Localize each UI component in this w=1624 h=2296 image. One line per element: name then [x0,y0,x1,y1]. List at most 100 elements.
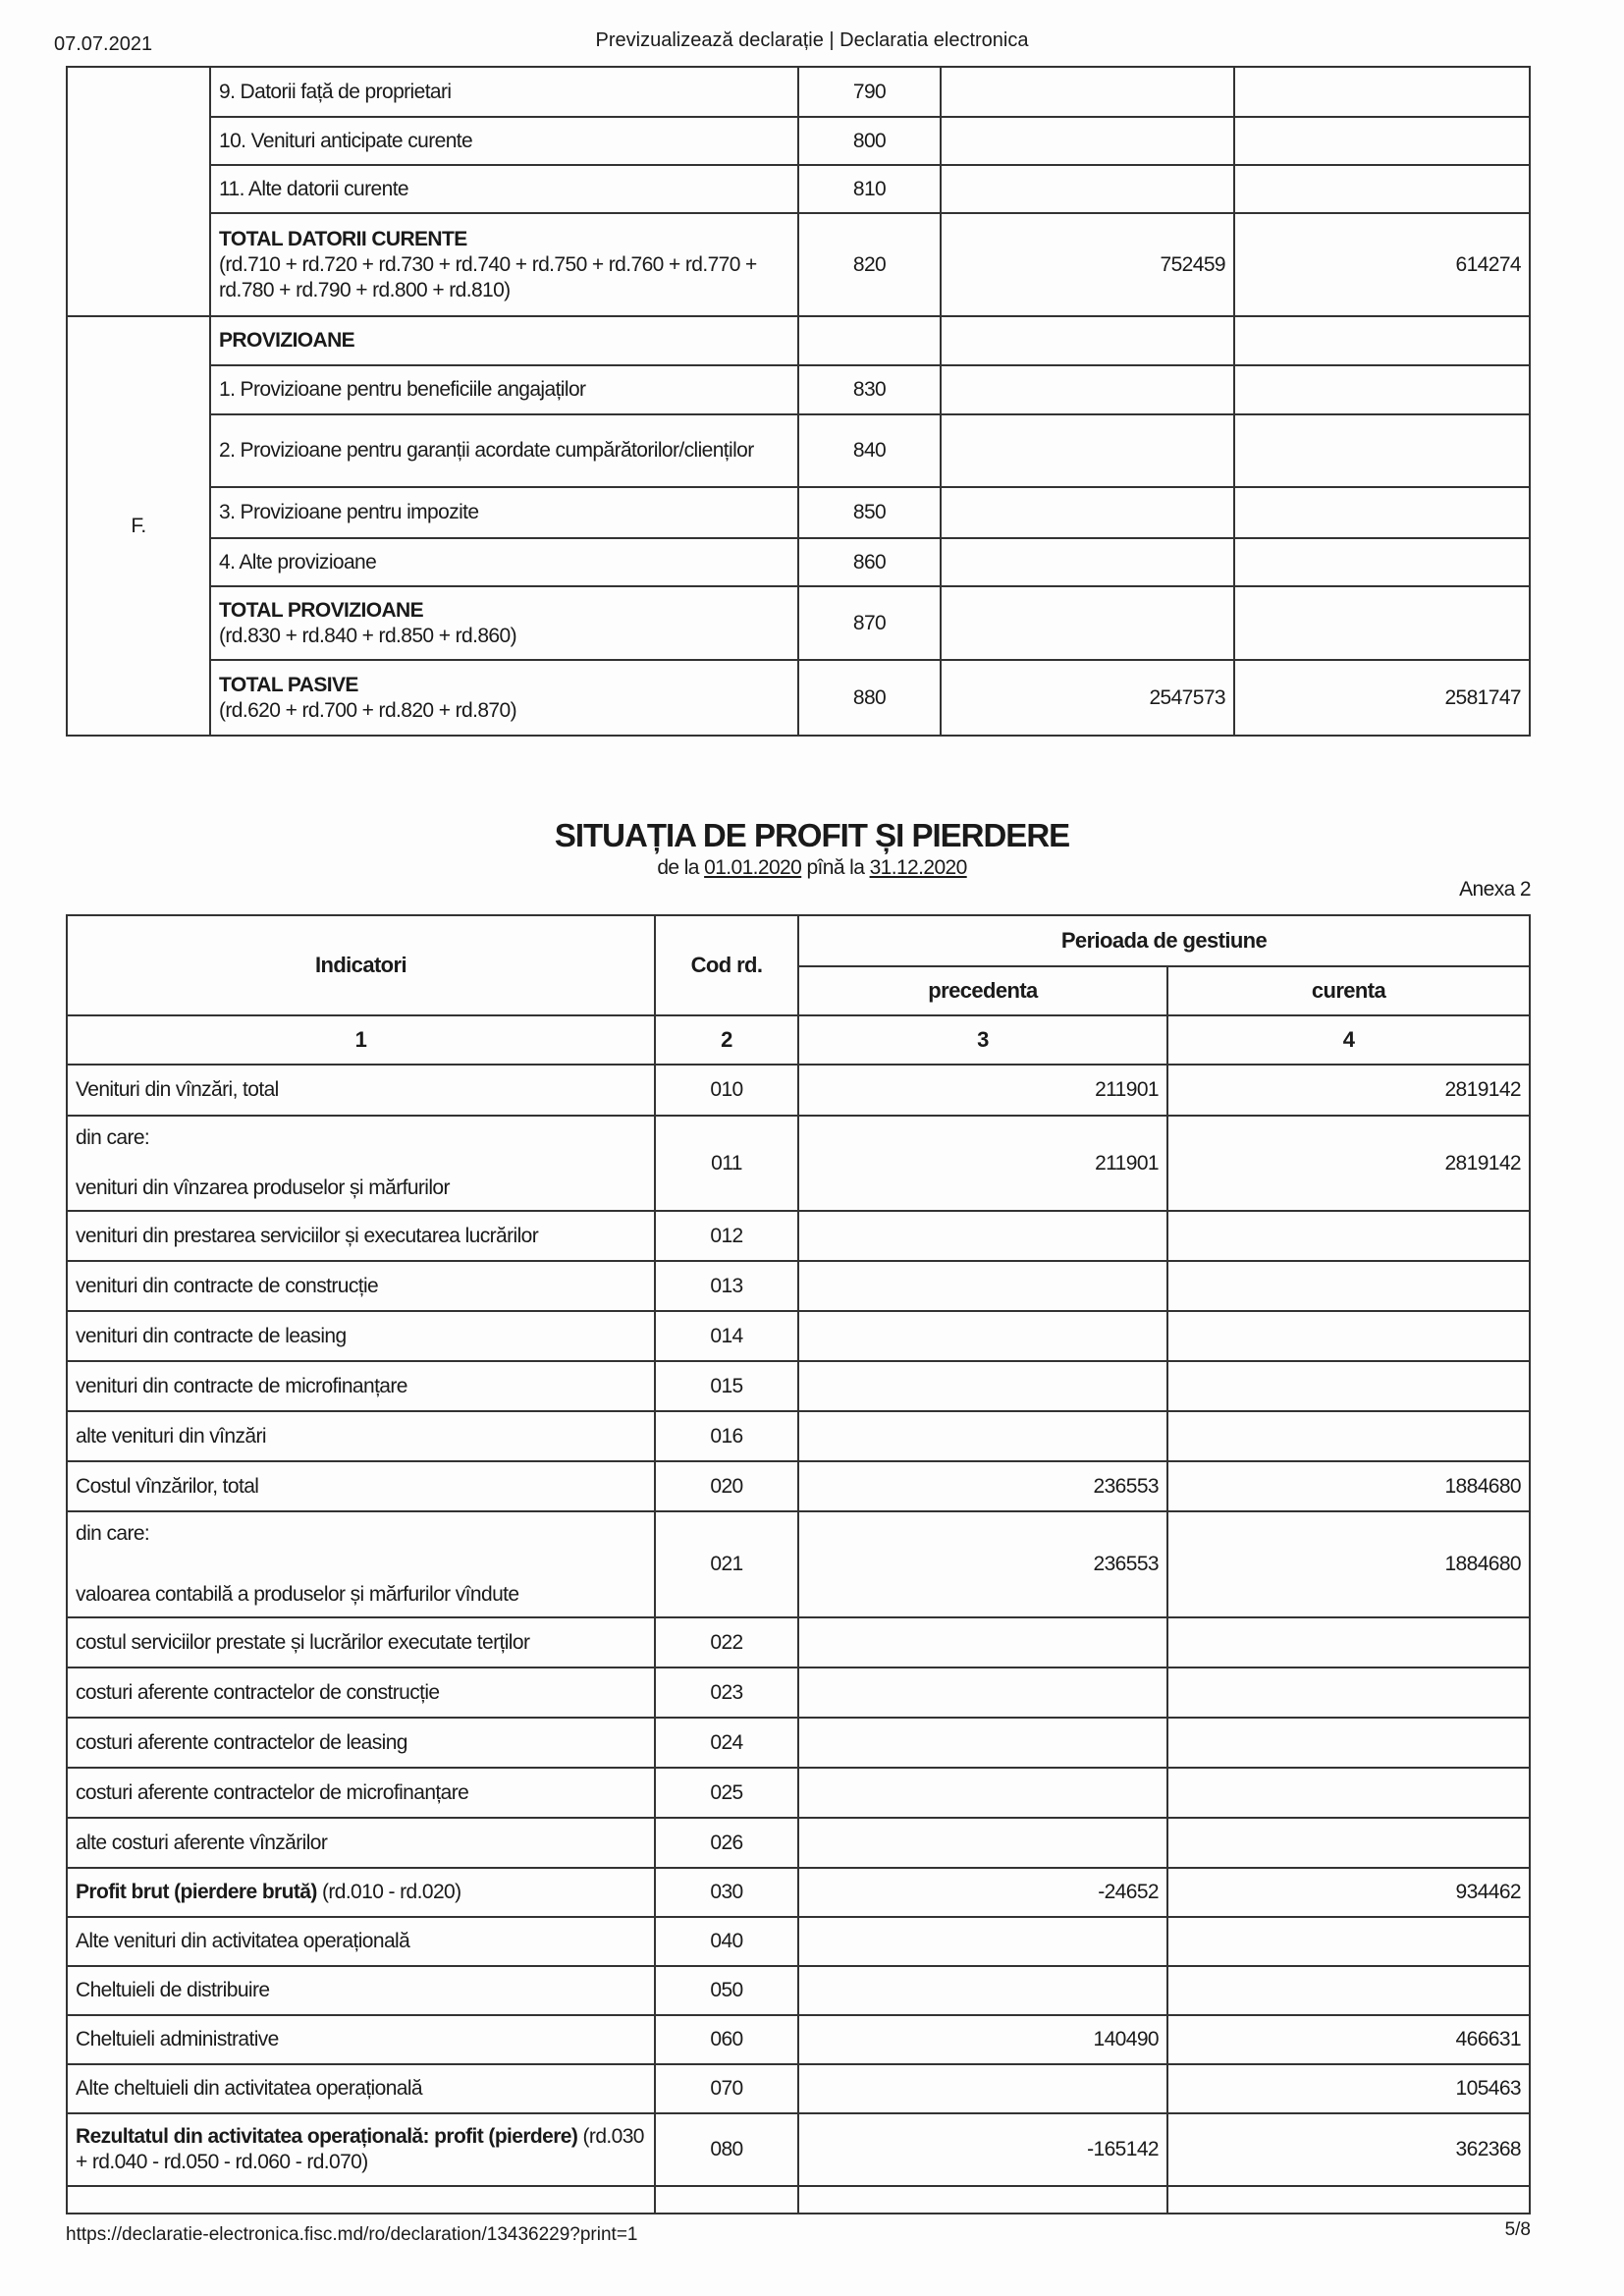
value-current [1165,1260,1532,1312]
date-to: 31.12.2020 [869,856,968,879]
value-current: 934462 [1165,1867,1532,1918]
column-number-4: 4 [1165,1014,1532,1066]
row-label-bold: Profit brut (pierdere brută) [76,1881,317,1903]
table-row: Alte cheltuieli din activitatea operațio… [66,2063,1532,2114]
row-label: Costul vînzărilor, total [66,1460,656,1512]
value-previous [797,1210,1168,1262]
row-label: venituri din prestarea serviciilor și ex… [66,1210,656,1262]
value-previous: 211901 [797,1115,1168,1212]
annex-label: Anexa 2 [1459,878,1531,901]
value-current [1233,66,1531,118]
table-row: 11. Alte datorii curente 810 [67,164,1531,214]
table-row: Cheltuieli administrative 060 140490 466631 [66,2014,1532,2065]
row-label: 2. Provizioane pentru garanții acordate … [209,413,799,488]
table-row: din care: valoarea contabilă a produselor… [66,1510,1532,1618]
value-previous [940,315,1235,366]
row-code: 050 [654,1965,799,2016]
row-code: 790 [797,66,942,118]
row-label-bold: TOTAL DATORII CURENTE [219,227,467,250]
row-label-text: costuri aferente contractelor de microfi… [76,1780,469,1804]
table-row: 3. Provizioane pentru impozite 850 [67,486,1531,539]
value-current [1165,1360,1532,1412]
table-row: venituri din contracte de construcție 013 [66,1260,1532,1312]
table-row: TOTAL DATORII CURENTE (rd.710 + rd.720 + … [67,212,1531,317]
row-label-prefix: din care: [76,1522,150,1545]
value-current [1233,315,1531,366]
subtitle-prefix: de la [657,856,699,879]
row-label: TOTAL DATORII CURENTE (rd.710 + rd.720 + … [209,212,799,317]
table-row: Alte venituri din activitatea operaționa… [66,1916,1532,1967]
table-row: costuri aferente contractelor de leasing… [66,1717,1532,1769]
value-previous [797,1767,1168,1819]
table-row: 10. Venituri anticipate curente 800 [67,116,1531,166]
value-previous [940,585,1235,661]
value-previous [940,486,1235,539]
row-code: 022 [654,1616,799,1668]
value-current [1165,1616,1532,1668]
value-current [1165,1667,1532,1719]
table-row: 2. Provizioane pentru garanții acordate … [67,413,1531,488]
row-label: 4. Alte provizioane [209,537,799,587]
row-label: PROVIZIOANE [209,315,799,366]
table-row: Costul vînzărilor, total 020 236553 1884680 [66,1460,1532,1512]
value-current: 2581747 [1233,659,1531,737]
row-label-text: (rd.010 - rd.020) [316,1881,461,1903]
row-code: 040 [654,1916,799,1967]
value-previous [940,66,1235,118]
table-row: venituri din prestarea serviciilor și ex… [66,1210,1532,1262]
value-current [1165,1717,1532,1769]
row-label: TOTAL PROVIZIOANE (rd.830 + rd.840 + rd.8… [209,585,799,661]
row-code: 020 [654,1460,799,1512]
row-label: 10. Venituri anticipate curente [209,116,799,166]
row-label-text: 10. Venituri anticipate curente [219,129,473,152]
row-label: Cheltuieli de distribuire [66,1965,656,2016]
value-current [1233,116,1531,166]
table-row: venituri din contracte de leasing 014 [66,1310,1532,1362]
value-current [1165,1817,1532,1869]
row-label-text: valoarea contabilă a produselor și mărfu… [76,1583,519,1606]
row-label-text: (rd.620 + rd.700 + rd.820 + rd.870) [219,698,517,722]
value-previous [940,116,1235,166]
row-label: costuri aferente contractelor de microfi… [66,1767,656,1819]
row-code: 010 [654,1064,799,1117]
row-label-text: costuri aferente contractelor de constru… [76,1680,440,1704]
row-label-text: costuri aferente contractelor de leasing [76,1730,407,1754]
value-previous [797,2063,1168,2114]
table-row: costuri aferente contractelor de microfi… [66,1767,1532,1819]
footer-url: https://declaratie-electronica.fisc.md/r… [66,2224,638,2245]
value-current [1165,1210,1532,1262]
row-label: din care: valoarea contabilă a produselor… [66,1510,656,1618]
row-label-bold: PROVIZIOANE [219,329,355,352]
row-label-bold: TOTAL PROVIZIOANE [219,598,424,622]
value-previous [797,1616,1168,1668]
column-number-2: 2 [654,1014,799,1066]
value-current [1165,1410,1532,1462]
row-label-text: venituri din contracte de microfinanțare [76,1374,407,1397]
row-code: 060 [654,2014,799,2065]
value-previous [797,1916,1168,1967]
value-current [1165,1916,1532,1967]
row-label-bold: Rezultatul din activitatea operațională:… [76,2125,578,2148]
empty-cell [654,2185,799,2214]
value-previous: -165142 [797,2112,1168,2187]
table-row: 4. Alte provizioane 860 [67,537,1531,587]
row-code: 015 [654,1360,799,1412]
subtitle-mid: pînă la [806,856,865,879]
row-label: venituri din contracte de construcție [66,1260,656,1312]
value-current [1233,537,1531,587]
table-row: Cheltuieli de distribuire 050 [66,1965,1532,2016]
row-label: 11. Alte datorii curente [209,164,799,214]
value-current: 1884680 [1165,1460,1532,1512]
section-letter: F. [66,315,211,737]
row-code: 820 [797,212,942,317]
row-label-text: alte costuri aferente vînzărilor [76,1831,328,1854]
table-row: venituri din contracte de microfinanțare… [66,1360,1532,1412]
table-row: Profit brut (pierdere brută) (rd.010 - r… [66,1867,1532,1918]
section-title: SITUAȚIA DE PROFIT ȘI PIERDERE [554,817,1070,853]
row-label: din care: venituri din vînzarea produselo… [66,1115,656,1212]
row-label: alte venituri din vînzări [66,1410,656,1462]
row-code: 860 [797,537,942,587]
row-code: 023 [654,1667,799,1719]
value-previous [940,413,1235,488]
row-code: 011 [654,1115,799,1212]
